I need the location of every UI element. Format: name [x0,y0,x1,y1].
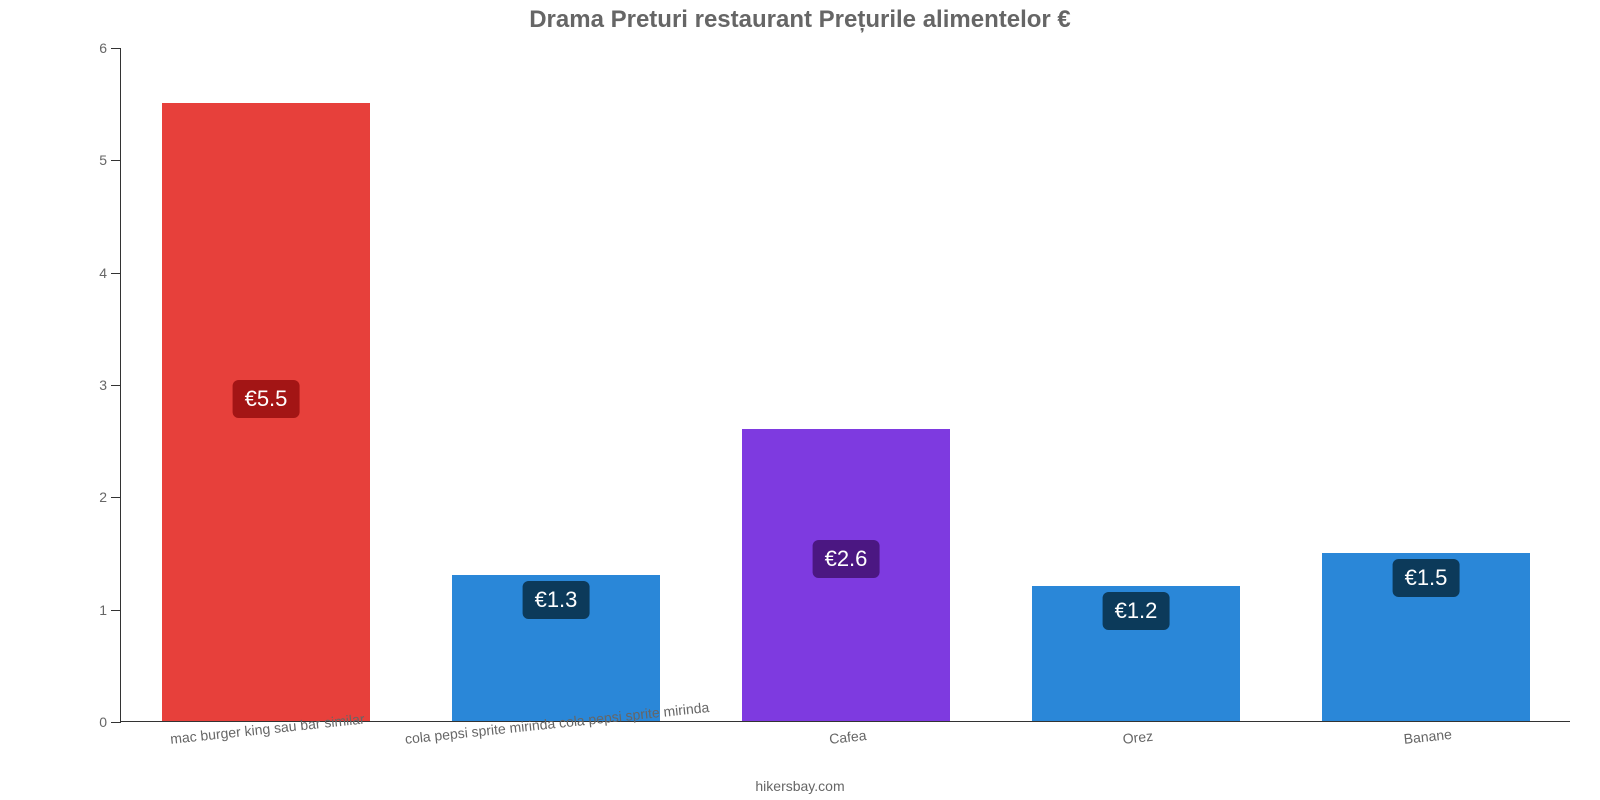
y-tick-label: 5 [99,152,121,168]
y-tick-label: 2 [99,489,121,505]
chart-footer: hikersbay.com [0,778,1600,794]
y-tick-label: 3 [99,377,121,393]
chart-title: Drama Preturi restaurant Prețurile alime… [0,6,1600,34]
value-badge: €1.3 [523,581,590,619]
y-tick-label: 1 [99,602,121,618]
x-category-label: Banane [1402,716,1453,747]
value-badge: €2.6 [813,540,880,578]
x-category-label: Orez [1121,718,1154,747]
y-tick-label: 6 [99,40,121,56]
y-tick-label: 0 [99,714,121,730]
value-badge: €1.2 [1103,592,1170,630]
plot-area: 0123456€5.5mac burger king sau bar simil… [120,48,1570,722]
y-tick-label: 4 [99,265,121,281]
value-badge: €1.5 [1393,559,1460,597]
value-badge: €5.5 [233,380,300,418]
x-category-label: Cafea [827,717,867,747]
chart-container: Drama Preturi restaurant Prețurile alime… [0,0,1600,800]
